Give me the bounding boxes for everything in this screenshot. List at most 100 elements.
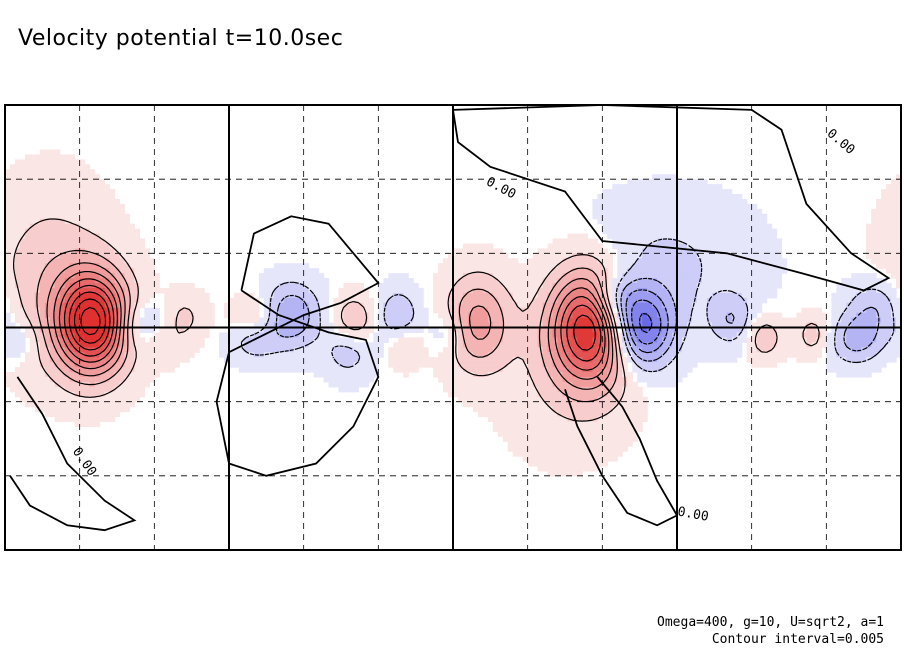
shade-cell <box>891 228 897 235</box>
shade-cell <box>114 292 121 299</box>
shade-cell <box>164 327 170 334</box>
shade-cell <box>443 258 449 264</box>
shade-cell <box>34 362 41 368</box>
shade-cell <box>886 322 892 329</box>
shade-cell <box>472 297 479 304</box>
shade-cell <box>233 362 240 368</box>
shade-cell <box>209 307 215 314</box>
shade-cell <box>89 253 96 259</box>
shade-cell <box>149 283 155 289</box>
shade-cell <box>602 228 608 235</box>
shade-cell <box>343 317 350 324</box>
shade-cell <box>642 184 648 190</box>
shade-cell <box>487 352 494 358</box>
shade-cell <box>557 362 564 368</box>
shade-cell <box>632 292 638 299</box>
shade-cell <box>154 317 160 324</box>
shade-cell <box>233 337 240 343</box>
shade-cell <box>69 396 76 403</box>
shade-cell <box>657 198 663 205</box>
shade-cell <box>567 258 574 264</box>
shade-cell <box>691 189 698 195</box>
shade-cell <box>69 386 76 393</box>
shade-cell <box>308 337 315 343</box>
shade-cell <box>482 337 489 343</box>
shade-cell <box>492 332 499 338</box>
shade-cell <box>602 302 608 309</box>
shade-cell <box>512 317 519 324</box>
shade-cell <box>49 273 56 279</box>
shade-cell <box>572 332 579 338</box>
shade-cell <box>492 352 499 358</box>
shade-cell <box>761 228 768 235</box>
shade-cell <box>577 268 584 274</box>
shade-cell <box>642 248 648 254</box>
shade-cell <box>826 352 832 358</box>
shade-cell <box>766 283 773 289</box>
shade-cell <box>9 174 16 180</box>
shade-cell <box>29 302 36 309</box>
shade-cell <box>681 292 688 299</box>
shade-cell <box>552 248 559 254</box>
shade-cell <box>577 372 584 378</box>
shade-cell <box>363 322 369 329</box>
shade-cell <box>512 273 519 279</box>
shade-cell <box>746 263 753 269</box>
shade-cell <box>149 362 155 368</box>
shade-cell <box>492 376 499 383</box>
shade-cell <box>492 268 499 274</box>
shade-cell <box>562 372 569 378</box>
shade-cell <box>74 357 81 363</box>
shade-cell <box>701 213 708 220</box>
shade-cell <box>273 362 280 368</box>
shade-cell <box>876 208 882 215</box>
shade-cell <box>44 376 51 383</box>
shade-cell <box>278 337 285 343</box>
shade-cell <box>448 327 454 334</box>
shade-cell <box>99 238 106 245</box>
shade-cell <box>89 317 96 324</box>
shade-cell <box>771 317 778 324</box>
shade-cell <box>179 347 185 353</box>
shade-cell <box>104 391 111 398</box>
shade-cell <box>871 297 877 304</box>
shade-cell <box>517 386 524 393</box>
shade-cell <box>472 391 479 398</box>
shade-cell <box>686 248 693 254</box>
shade-cell <box>403 302 409 309</box>
shade-cell <box>318 362 325 368</box>
shade-cell <box>701 357 708 363</box>
shade-cell <box>612 302 618 309</box>
shade-cell <box>457 337 464 343</box>
shade-cell <box>831 327 837 334</box>
shade-cell <box>592 273 598 279</box>
shade-cell <box>194 337 200 343</box>
shade-cell <box>622 287 628 294</box>
shade-cell <box>104 347 111 353</box>
shade-cell <box>686 347 693 353</box>
shade-cell <box>886 307 892 314</box>
shade-cell <box>288 337 295 343</box>
shade-cell <box>602 386 608 393</box>
shade-cell <box>627 332 633 338</box>
shade-cell <box>398 352 404 358</box>
shade-cell <box>512 268 519 274</box>
shade-cell <box>5 322 11 329</box>
shade-cell <box>701 347 708 353</box>
shade-cell <box>9 198 16 205</box>
shade-cell <box>891 253 897 259</box>
shade-cell <box>84 218 91 225</box>
shade-cell <box>99 312 106 319</box>
shade-cell <box>323 297 330 304</box>
shade-cell <box>79 297 86 304</box>
shade-cell <box>154 362 160 368</box>
shade-cell <box>19 208 26 215</box>
shade-cell <box>373 332 379 338</box>
shade-cell <box>846 312 852 319</box>
shade-cell <box>472 347 479 353</box>
shade-cell <box>726 253 733 259</box>
shade-cell <box>348 287 355 294</box>
shade-cell <box>791 342 798 348</box>
shade-cell <box>59 223 66 230</box>
shade-cell <box>761 243 768 249</box>
